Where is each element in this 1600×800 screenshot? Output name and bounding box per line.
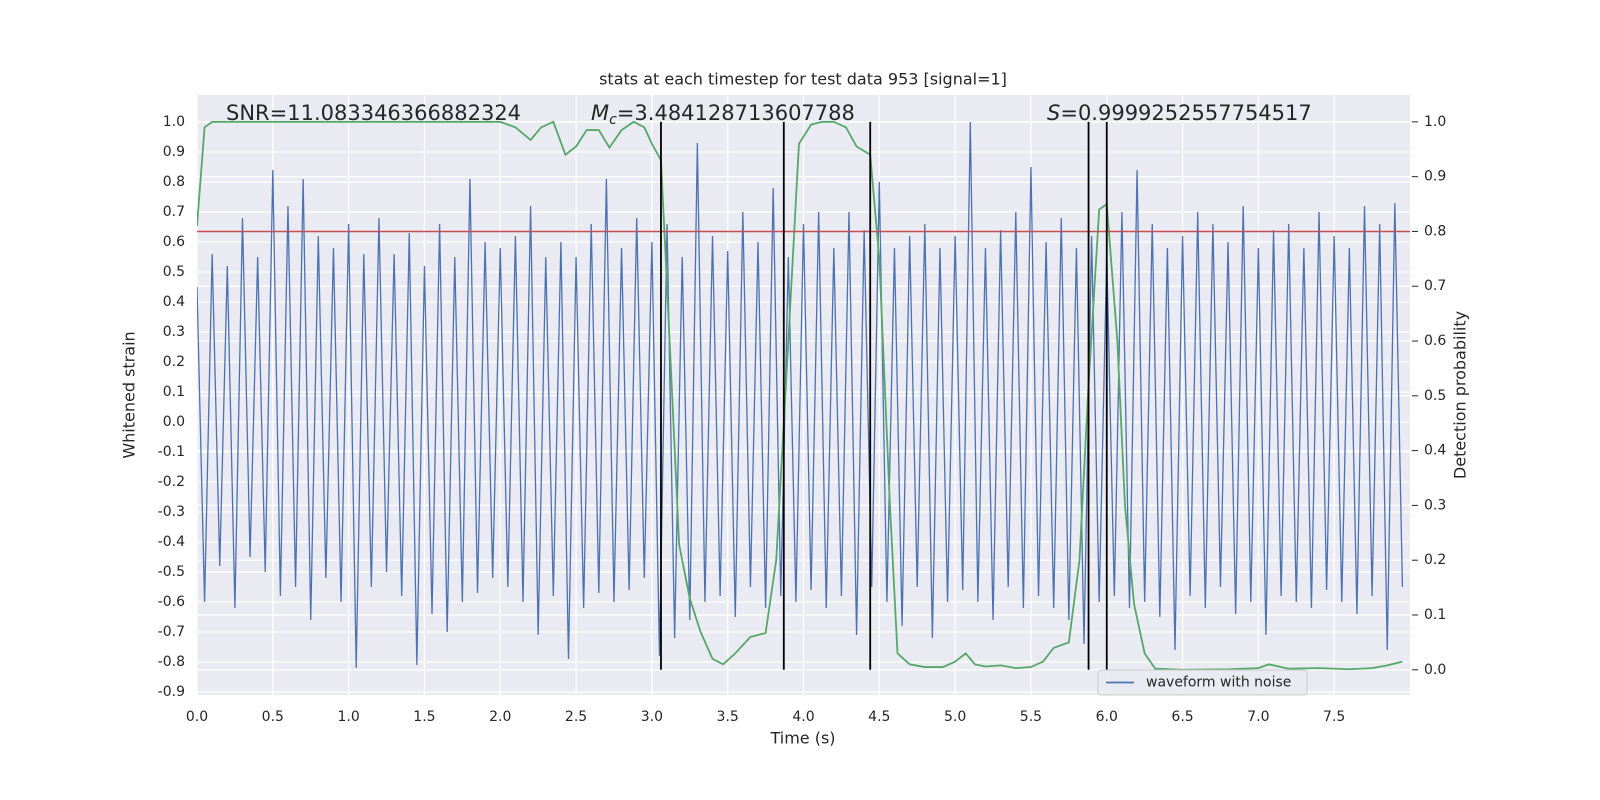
y2-tick-label: 0.1 — [1424, 607, 1446, 623]
annotation-subscript: c — [609, 112, 617, 128]
y-tick-label: 0.8 — [163, 174, 185, 190]
probability-line — [197, 120, 1403, 671]
x-tick-label: 1.0 — [337, 709, 359, 725]
y-tick-label: 0.9 — [163, 144, 185, 160]
annotation-text: =0.9999252557754517 — [1060, 101, 1311, 125]
axes: 0.0 0.5 1.0 1.5 2.0 2.5 3.0 3.5 4.0 4.5 5.0 5.5 6.0 6… — [158, 101, 1447, 725]
legend-frame — [1097, 669, 1308, 696]
y2-tick-label: 0.7 — [1424, 278, 1446, 294]
y2-tick-label: 0.5 — [1424, 388, 1446, 404]
x-tick-label: 7.5 — [1323, 709, 1345, 725]
x-tick-label: 6.0 — [1096, 709, 1118, 725]
y2-tick-label: 0.8 — [1424, 223, 1446, 239]
x-tick-label: 0.0 — [186, 709, 208, 725]
annotation-text: SNR=11.083346366882324 — [226, 101, 521, 125]
waveform-line — [197, 121, 1404, 669]
y-axis-label: Whitened strain — [120, 331, 139, 458]
x-tick-label: 2.5 — [565, 709, 587, 725]
y2-axis-label: Detection probability — [1451, 311, 1470, 479]
y2-tick-label: 1.0 — [1424, 114, 1446, 130]
x-tick-label: 5.5 — [1020, 709, 1042, 725]
y2-tick-label: 0.0 — [1424, 662, 1446, 678]
y-tick-label: -0.3 — [158, 504, 185, 520]
x-tick-label: 4.5 — [868, 709, 890, 725]
x-tick-label: 3.5 — [717, 709, 739, 725]
annotation: S=0.9999252557754517 — [1047, 101, 1312, 125]
x-tick-label: 2.0 — [489, 709, 511, 725]
x-axis-label: Time (s) — [769, 729, 835, 748]
annotation-symbol: S — [1047, 101, 1060, 125]
x-tick-label: 6.5 — [1171, 709, 1193, 725]
y2-tick-label: 0.6 — [1424, 333, 1446, 349]
y-tick-label: -0.2 — [158, 474, 185, 490]
annotation-text: =3.484128713607788 — [617, 101, 855, 125]
y-tick-label: -0.6 — [158, 594, 185, 610]
y-tick-label: 0.6 — [163, 234, 185, 250]
y-tick-label: -0.8 — [158, 654, 185, 670]
x-tick-label: 3.0 — [641, 709, 663, 725]
legend-label: waveform with noise — [1146, 675, 1291, 691]
y-tick-label: -0.4 — [158, 534, 185, 550]
y-tick-label: 0.3 — [163, 324, 185, 340]
y-tick-label: 0.7 — [163, 204, 185, 220]
x-tick-label: 0.5 — [262, 709, 284, 725]
grid — [196, 95, 1410, 695]
x-tick-label: 7.0 — [1247, 709, 1269, 725]
annotation: SNR=11.083346366882324 — [226, 101, 521, 125]
y-tick-label: 0.0 — [163, 414, 185, 430]
y-tick-label: 0.5 — [163, 264, 185, 280]
y-tick-label: 0.2 — [163, 354, 185, 370]
y2-tick-label: 0.2 — [1424, 552, 1446, 568]
y-tick-label: -0.1 — [158, 444, 185, 460]
y2-tick-label: 0.3 — [1424, 497, 1446, 513]
legend: waveform with noise — [1097, 669, 1308, 696]
x-tick-label: 1.5 — [413, 709, 435, 725]
y-tick-label: 0.1 — [163, 384, 185, 400]
annotation: Mc=3.484128713607788 — [591, 101, 855, 128]
x-tick-label: 4.0 — [792, 709, 814, 725]
y-tick-label: -0.7 — [158, 624, 185, 640]
y-tick-label: -0.5 — [158, 564, 185, 580]
y-tick-label: -0.9 — [158, 684, 185, 700]
chart-title: stats at each timestep for test data 953… — [599, 70, 1007, 89]
annotation-symbol: M — [591, 101, 609, 125]
plot-data — [197, 120, 1410, 671]
y2-tick-label: 0.4 — [1424, 443, 1446, 459]
x-tick-label: 5.0 — [944, 709, 966, 725]
y2-tick-label: 0.9 — [1424, 169, 1446, 185]
y-tick-label: 1.0 — [163, 114, 185, 130]
y-tick-label: 0.4 — [163, 294, 185, 310]
